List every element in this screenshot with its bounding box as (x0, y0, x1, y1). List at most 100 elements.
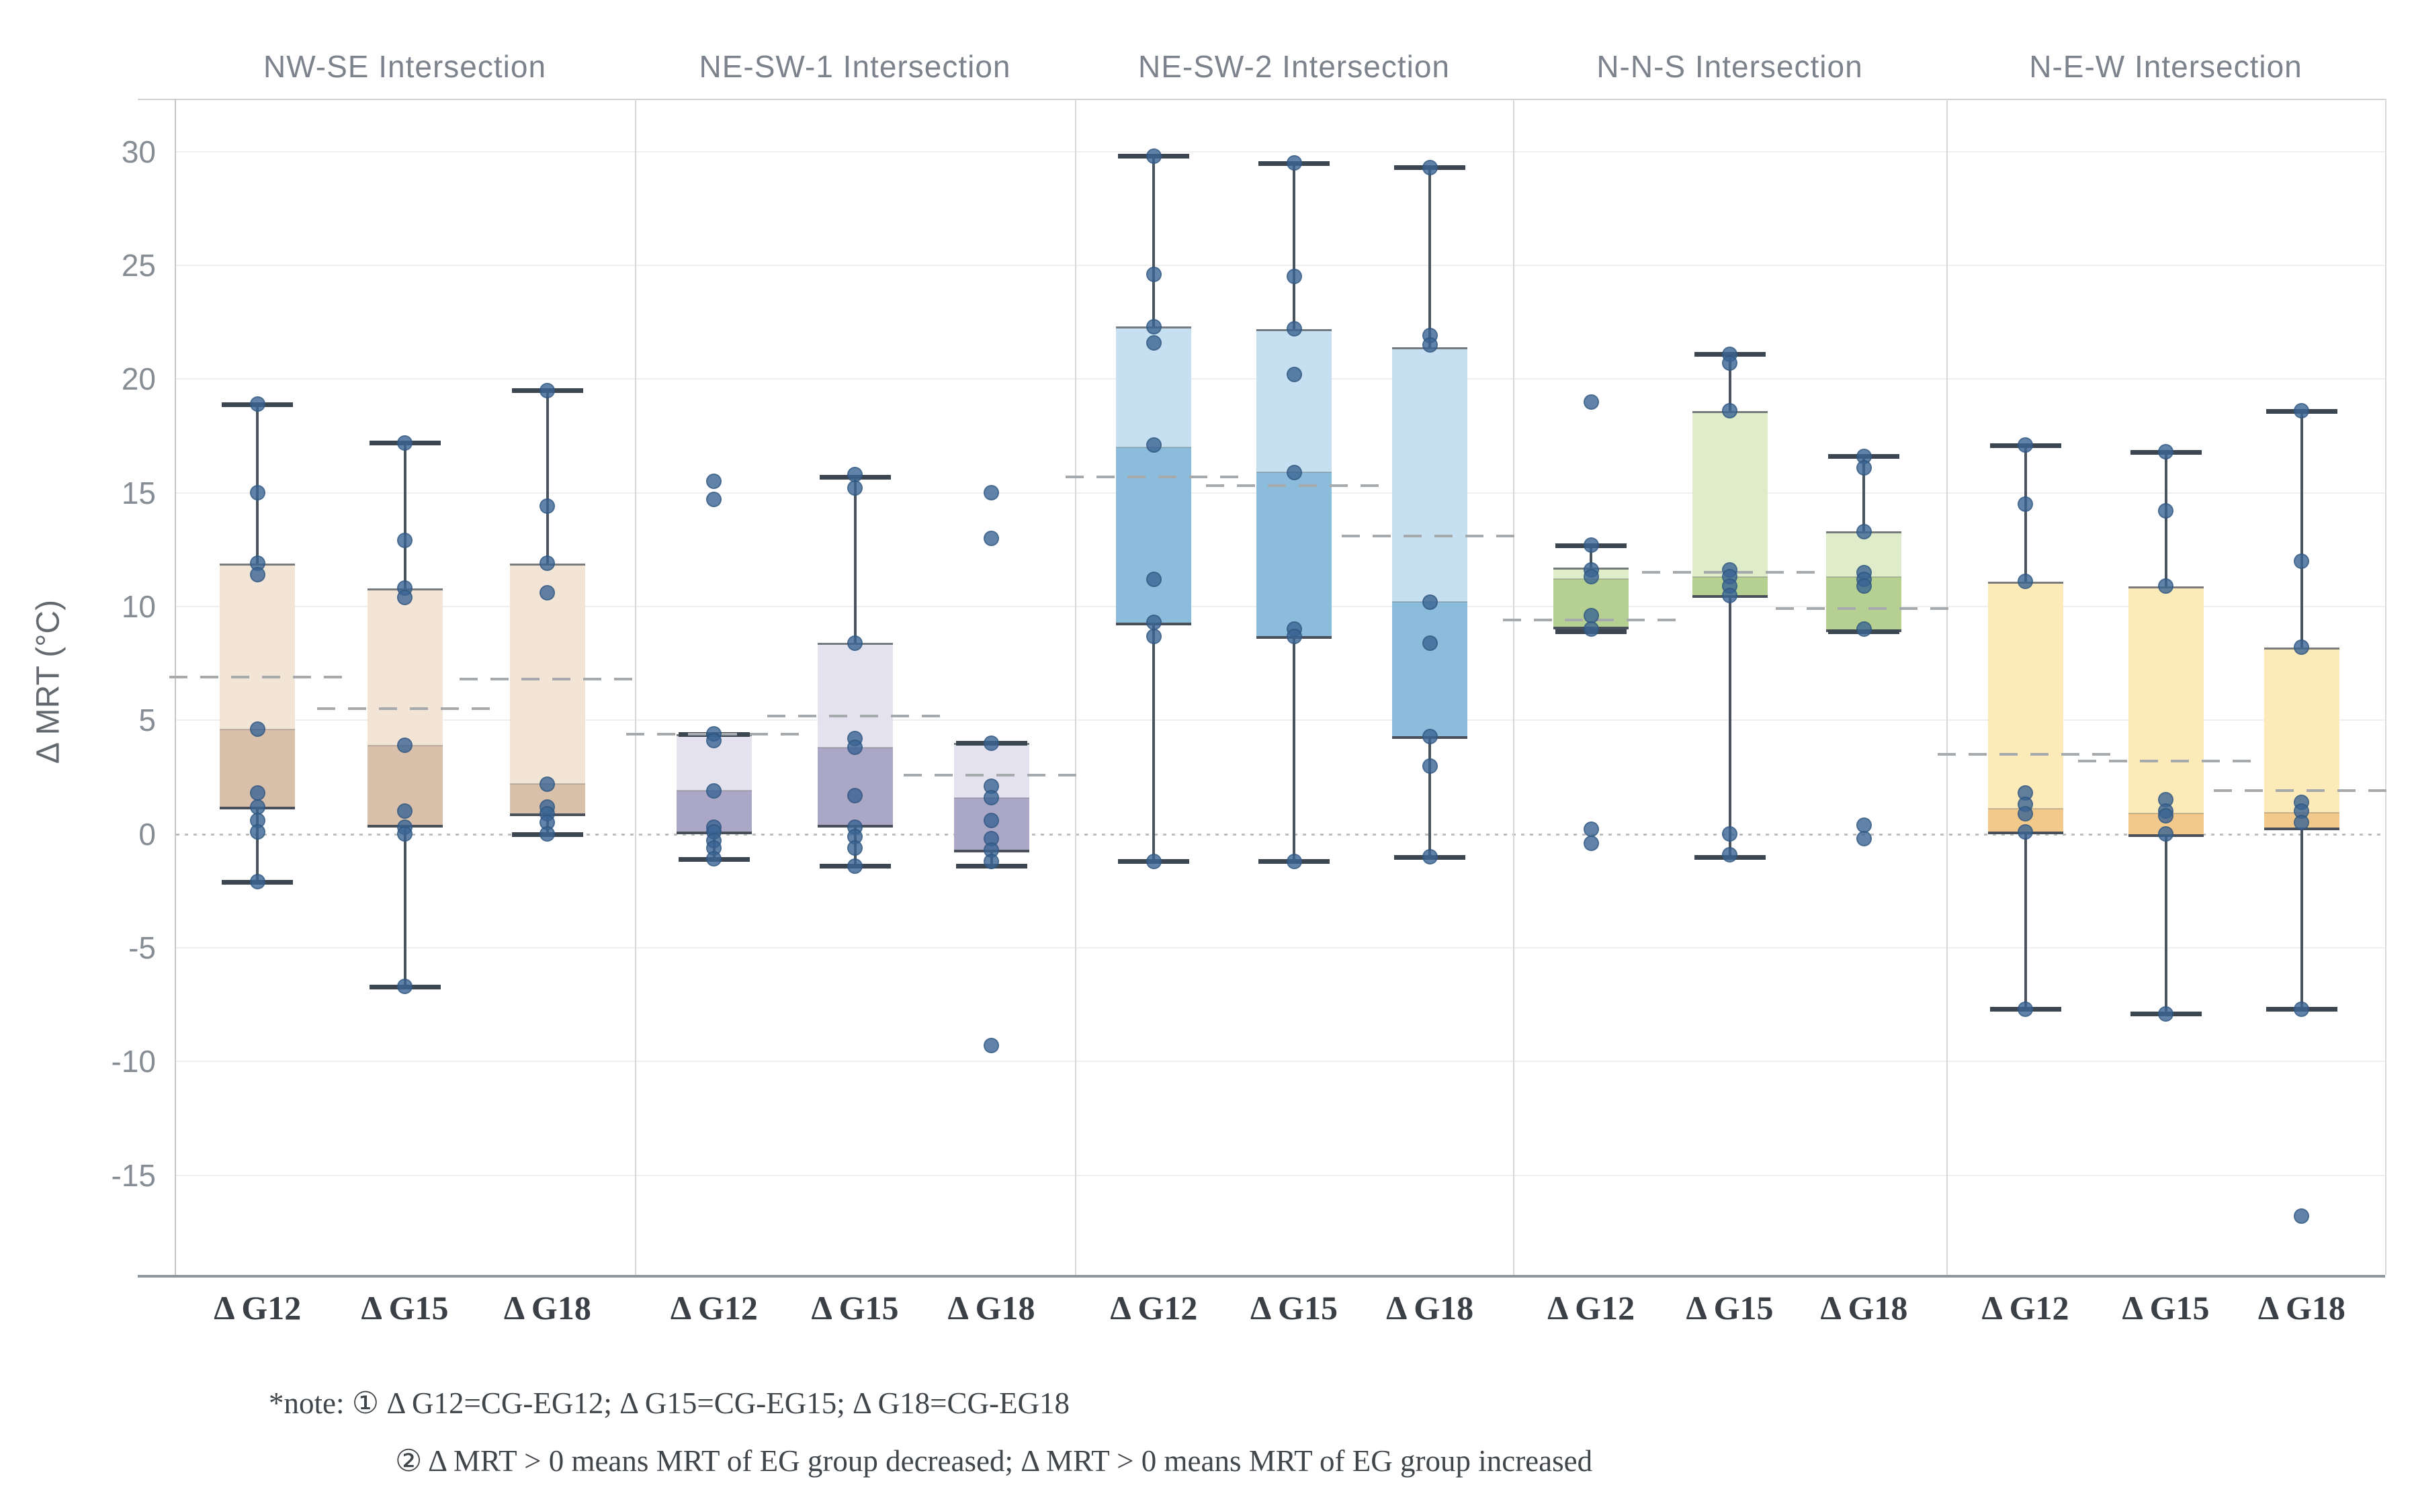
data-point[interactable] (1422, 758, 1438, 774)
data-point[interactable] (2018, 437, 2034, 453)
data-point[interactable] (1146, 318, 1162, 335)
data-point[interactable] (397, 738, 413, 754)
data-point[interactable] (540, 498, 556, 515)
data-point[interactable] (249, 485, 265, 501)
box-lower-NE-SW-1-2[interactable] (817, 747, 893, 828)
data-point[interactable] (1286, 464, 1302, 480)
box-lower-NE-SW-2-3[interactable] (1392, 602, 1468, 740)
box-upper-NW-SE-2[interactable] (367, 588, 443, 748)
data-point[interactable] (540, 585, 556, 601)
data-point[interactable] (1856, 523, 1872, 539)
data-point[interactable] (984, 853, 1000, 869)
data-point[interactable] (847, 840, 863, 856)
data-point[interactable] (2158, 578, 2173, 594)
data-point[interactable] (1286, 321, 1302, 337)
data-point[interactable] (1146, 148, 1162, 164)
data-point[interactable] (397, 533, 413, 549)
data-point[interactable] (397, 979, 413, 995)
data-point[interactable] (2158, 826, 2173, 842)
data-point[interactable] (249, 396, 265, 412)
data-point[interactable] (249, 874, 265, 890)
box-upper-N-E-W-2[interactable] (2128, 586, 2204, 816)
data-point[interactable] (2294, 815, 2310, 831)
data-point[interactable] (1722, 846, 1737, 862)
data-point[interactable] (1422, 728, 1438, 744)
data-point[interactable] (540, 776, 556, 792)
data-point[interactable] (1722, 587, 1737, 603)
data-point[interactable] (984, 790, 1000, 805)
data-point[interactable] (2018, 574, 2034, 590)
data-point[interactable] (1286, 628, 1302, 644)
data-point[interactable] (1722, 403, 1737, 419)
data-point[interactable] (249, 824, 265, 840)
data-point[interactable] (706, 474, 722, 490)
data-point[interactable] (1286, 269, 1302, 285)
data-point[interactable] (847, 787, 863, 803)
data-point[interactable] (1146, 571, 1162, 587)
data-point[interactable] (2294, 403, 2310, 419)
data-point[interactable] (1146, 335, 1162, 351)
data-point[interactable] (1422, 337, 1438, 353)
data-point[interactable] (2294, 639, 2310, 656)
box-lower-NE-SW-2-1[interactable] (1116, 447, 1192, 625)
data-point[interactable] (1583, 835, 1599, 851)
data-point[interactable] (1422, 594, 1438, 610)
data-point[interactable] (2158, 444, 2173, 460)
data-point[interactable] (1583, 569, 1599, 585)
data-point[interactable] (1146, 628, 1162, 644)
data-point[interactable] (847, 635, 863, 651)
data-point[interactable] (1146, 437, 1162, 453)
data-point[interactable] (1722, 355, 1737, 371)
box-upper-NW-SE-1[interactable] (220, 563, 296, 731)
data-point[interactable] (1583, 821, 1599, 838)
data-point[interactable] (706, 851, 722, 867)
data-point[interactable] (1583, 537, 1599, 553)
data-point[interactable] (1856, 578, 1872, 594)
data-point[interactable] (2294, 553, 2310, 569)
data-point[interactable] (1856, 459, 1872, 476)
data-point[interactable] (847, 740, 863, 756)
data-point[interactable] (540, 382, 556, 398)
data-point[interactable] (2018, 824, 2034, 840)
data-point[interactable] (397, 803, 413, 819)
data-point[interactable] (706, 492, 722, 508)
data-point[interactable] (2158, 503, 2173, 519)
data-point[interactable] (540, 555, 556, 572)
data-point[interactable] (1286, 155, 1302, 171)
data-point[interactable] (2018, 496, 2034, 513)
data-point[interactable] (1286, 853, 1302, 869)
data-point[interactable] (2158, 808, 2173, 824)
data-point[interactable] (1722, 826, 1737, 842)
data-point[interactable] (540, 826, 556, 842)
data-point[interactable] (984, 735, 1000, 751)
data-point[interactable] (1146, 853, 1162, 869)
data-point[interactable] (1856, 830, 1872, 846)
data-point[interactable] (249, 721, 265, 738)
data-point[interactable] (1146, 615, 1162, 631)
data-point[interactable] (249, 785, 265, 801)
data-point[interactable] (984, 812, 1000, 828)
data-point[interactable] (2018, 1001, 2034, 1017)
data-point[interactable] (1583, 394, 1599, 410)
data-point[interactable] (1422, 159, 1438, 175)
data-point[interactable] (1856, 621, 1872, 637)
data-point[interactable] (397, 435, 413, 451)
data-point[interactable] (2018, 805, 2034, 821)
data-point[interactable] (1422, 635, 1438, 651)
data-point[interactable] (984, 485, 1000, 501)
box-upper-N-E-W-1[interactable] (1987, 581, 2063, 811)
data-point[interactable] (847, 480, 863, 496)
data-point[interactable] (706, 783, 722, 799)
data-point[interactable] (984, 1038, 1000, 1054)
box-upper-NE-SW-2-2[interactable] (1256, 328, 1332, 475)
box-upper-NE-SW-2-3[interactable] (1392, 347, 1468, 605)
data-point[interactable] (706, 733, 722, 749)
data-point[interactable] (249, 567, 265, 583)
data-point[interactable] (847, 858, 863, 874)
data-point[interactable] (1583, 621, 1599, 637)
box-upper-N-N-S-2[interactable] (1692, 410, 1768, 579)
data-point[interactable] (2158, 1006, 2173, 1022)
data-point[interactable] (984, 530, 1000, 546)
data-point[interactable] (1422, 849, 1438, 865)
data-point[interactable] (397, 826, 413, 842)
